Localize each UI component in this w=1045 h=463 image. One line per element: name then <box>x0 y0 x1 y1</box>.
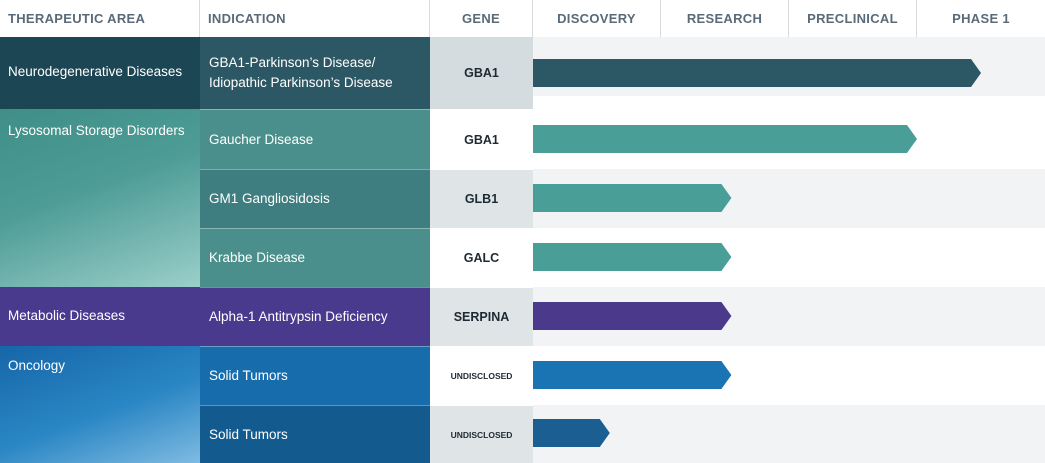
progress-arrow <box>533 361 732 389</box>
gene-cell: SERPINA <box>430 287 533 346</box>
indication-label: GBA1-Parkinson’s Disease/ Idiopathic Par… <box>209 55 393 90</box>
progress-arrow <box>533 125 917 153</box>
header-stage-phase1: PHASE 1 <box>917 0 1045 37</box>
indication-label: Solid Tumors <box>209 368 288 383</box>
progress-arrow <box>533 59 981 87</box>
gene-cell: GALC <box>430 228 533 287</box>
indication-cell: GM1 Gangliosidosis <box>200 169 430 228</box>
indication-cell: Alpha-1 Antitrypsin Deficiency <box>200 287 430 346</box>
area-lysosomal: Lysosomal Storage Disorders <box>0 109 200 287</box>
progress-arrow <box>533 302 732 330</box>
gene-cell: GLB1 <box>430 169 533 228</box>
header-gene: GENE <box>430 0 533 37</box>
indication-label: Gaucher Disease <box>209 131 314 147</box>
gene-cell: UNDISCLOSED <box>430 346 533 405</box>
gene-cell: GBA1 <box>430 109 533 169</box>
area-label: Metabolic Diseases <box>8 308 126 323</box>
gene-cell: GBA1 <box>430 37 533 109</box>
indication-cell: Solid Tumors <box>200 405 430 463</box>
progress-arrow <box>533 419 610 447</box>
gene-cell: UNDISCLOSED <box>430 405 533 463</box>
indication-cell: Krabbe Disease <box>200 228 430 287</box>
header-stage-preclinical: PRECLINICAL <box>789 0 917 37</box>
header-stage-research: RESEARCH <box>661 0 789 37</box>
progress-arrow <box>533 243 732 271</box>
indication-cell: Solid Tumors <box>200 346 430 405</box>
indication-label: Alpha-1 Antitrypsin Deficiency <box>209 309 388 324</box>
area-label: Lysosomal Storage Disorders <box>8 123 185 138</box>
area-oncology: Oncology <box>0 346 200 463</box>
progress-arrow <box>533 184 732 212</box>
indication-label: Solid Tumors <box>209 426 288 442</box>
row-stripe <box>533 405 1045 463</box>
area-label: Oncology <box>8 358 66 373</box>
header-stage-discovery: DISCOVERY <box>533 0 661 37</box>
indication-cell: GBA1-Parkinson’s Disease/ Idiopathic Par… <box>200 37 430 109</box>
indication-label: Krabbe Disease <box>209 250 306 265</box>
area-neurodegenerative: Neurodegenerative Diseases <box>0 37 200 109</box>
indication-label: GM1 Gangliosidosis <box>209 191 330 206</box>
area-metabolic: Metabolic Diseases <box>0 287 200 346</box>
area-label: Neurodegenerative Diseases <box>8 64 183 79</box>
header-therapeutic-area: THERAPEUTIC AREA <box>0 0 200 37</box>
indication-cell: Gaucher Disease <box>200 109 430 169</box>
header-indication: INDICATION <box>200 0 430 37</box>
